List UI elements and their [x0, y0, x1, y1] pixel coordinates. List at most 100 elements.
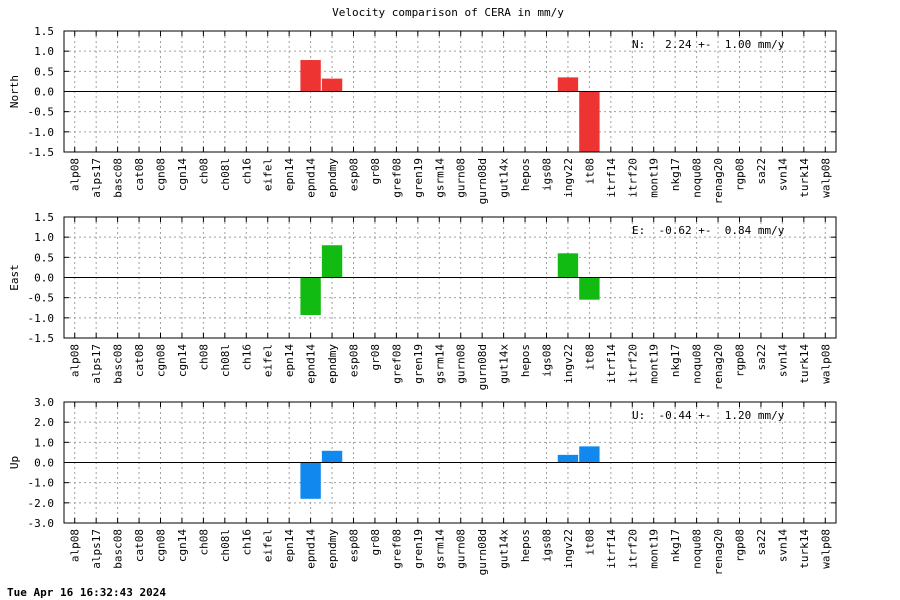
panel-east-xtick-label: turk14: [798, 344, 811, 384]
panel-up-xtick-label: epndmy: [326, 529, 339, 569]
panel-up-xtick-label: turk14: [798, 529, 811, 569]
panel-up-frame: [63, 401, 837, 524]
panel-north-xtick-label: eifel: [262, 158, 275, 191]
panel-up-ytick-label: 3.0: [34, 396, 54, 409]
panel-east-xtick-label: itrf14: [605, 344, 618, 384]
panel-up-xtick-label: igs08: [541, 529, 554, 562]
panel-east-ytick-label: 0.0: [34, 272, 54, 285]
panel-up-xtick-label: alps17: [90, 529, 103, 569]
panel-east-xtick-label: noqu08: [691, 344, 704, 384]
panel-north-xtick-label: gsrm14: [433, 158, 446, 198]
panel-north-xtick-label: alps17: [90, 158, 103, 198]
panel-east-xtick-label: rgp08: [734, 344, 747, 377]
panel-north-xtick-label: gut14x: [498, 158, 511, 198]
panel-up-xtick-label: gren19: [412, 529, 425, 569]
panel-up-bar-it08: [579, 446, 600, 463]
panel-north-xtick-label: cgn08: [155, 158, 168, 191]
panel-up-xtick-label: itrf14: [605, 529, 618, 569]
panel-up-xtick-label: renag20: [712, 529, 725, 575]
panel-east-xtick-label: cgn08: [155, 344, 168, 377]
panel-up-summary: U: -0.44 +- 1.20 mm/y: [632, 409, 785, 422]
panel-north-ytick-label: 0.0: [34, 86, 54, 99]
panel-north-ytick-label: 1.0: [34, 45, 54, 58]
panel-north-xtick-label: hepos: [519, 158, 532, 191]
panel-north-xtick-label: gref08: [390, 158, 403, 198]
panel-east-xtick-label: ch08: [197, 344, 210, 371]
panel-north-ytick-label: -1.5: [28, 146, 55, 159]
panel-up-xtick-label: itrf20: [626, 529, 639, 569]
panel-up-ytick-label: -3.0: [28, 517, 55, 530]
panel-east-xtick-label: itrf20: [626, 344, 639, 384]
panel-up-xtick-label: gr08: [369, 529, 382, 556]
panel-up-ytick-label: 2.0: [34, 416, 54, 429]
panel-east-ytick-label: -0.5: [28, 292, 55, 305]
panel-north-xtick-label: basc08: [112, 158, 125, 198]
panel-north-bar-epndmy: [321, 78, 343, 92]
panel-up-xtick-label: cgn08: [155, 529, 168, 562]
panel-east-summary: E: -0.62 +- 0.84 mm/y: [632, 224, 785, 237]
panel-east-ytick-label: -1.5: [28, 332, 55, 345]
panel-up-ytick-label: -1.0: [28, 477, 55, 490]
panel-up-xtick-label: eifel: [262, 529, 275, 562]
panel-north-xtick-label: gr08: [369, 158, 382, 185]
panel-up-xtick-label: rgp08: [734, 529, 747, 562]
panel-north-xtick-label: gurn08: [455, 158, 468, 198]
panel-north-frame: [63, 30, 837, 153]
panel-east-xtick-label: epnd14: [305, 344, 318, 384]
panel-east-xtick-label: gren19: [412, 344, 425, 384]
panel-north-xtick-label: nkg17: [669, 158, 682, 191]
panel-north-xtick-label: ch08: [197, 158, 210, 185]
panel-east-xtick-label: ch08l: [219, 344, 232, 377]
panel-up-xtick-label: walp08: [819, 529, 832, 569]
panel-east-xtick-label: basc08: [112, 344, 125, 384]
panel-north-ylabel: North: [8, 75, 21, 108]
panel-up-xtick-label: cgn14: [176, 529, 189, 562]
panel-east-xtick-label: ingv22: [562, 344, 575, 384]
panel-north-bar-it08: [579, 91, 600, 152]
panel-north-xtick-label: mont19: [648, 158, 661, 198]
panel-east-xtick-label: igs08: [541, 344, 554, 377]
panel-up-xtick-label: gref08: [390, 529, 403, 569]
chart-title: Velocity comparison of CERA in mm/y: [332, 6, 564, 19]
panel-north-bar-epnd14: [300, 60, 321, 92]
panel-up-xtick-label: esp08: [348, 529, 361, 562]
panel-east-xtick-label: gurn08d: [476, 344, 489, 390]
panel-up-xtick-label: gurn08d: [476, 529, 489, 575]
panel-east-ytick-label: -1.0: [28, 312, 55, 325]
panel-north-xtick-label: gurn08d: [476, 158, 489, 204]
panel-up-xtick-label: noqu08: [691, 529, 704, 569]
panel-north-xtick-label: itrf14: [605, 158, 618, 198]
panel-north-xtick-label: esp08: [348, 158, 361, 191]
panel-up-xtick-label: ch08l: [219, 529, 232, 562]
panel-east-xtick-label: walp08: [819, 344, 832, 384]
panel-east-xtick-label: epndmy: [326, 344, 339, 384]
panel-east-xtick-label: epn14: [283, 344, 296, 377]
panel-north-xtick-label: igs08: [541, 158, 554, 191]
panel-east-xtick-label: it08: [583, 344, 596, 371]
panel-north-xtick-label: alp08: [69, 158, 82, 191]
panel-north-xtick-label: epn14: [283, 158, 296, 191]
panel-up-xtick-label: gsrm14: [433, 529, 446, 569]
panel-up-xtick-label: mont19: [648, 529, 661, 569]
panel-east-xtick-label: cgn14: [176, 344, 189, 377]
panel-east-bar-ingv22: [557, 253, 579, 278]
panel-up-xtick-label: cat08: [133, 529, 146, 562]
panel-east-xtick-label: alps17: [90, 344, 103, 384]
panel-north-xtick-label: cgn14: [176, 158, 189, 191]
panel-north-summary: N: 2.24 +- 1.00 mm/y: [632, 38, 785, 51]
panel-north-xtick-label: ch08l: [219, 158, 232, 191]
panel-north-xtick-label: epnd14: [305, 158, 318, 198]
panel-up-xtick-label: nkg17: [669, 529, 682, 562]
panel-east-xtick-label: mont19: [648, 344, 661, 384]
panel-north-xtick-label: gren19: [412, 158, 425, 198]
panel-north-xtick-label: walp08: [819, 158, 832, 198]
panel-up-ylabel: Up: [8, 456, 21, 469]
panel-north-ytick-label: -0.5: [28, 106, 55, 119]
panel-up-ytick-label: -2.0: [28, 497, 55, 510]
panel-up-xtick-label: gurn08: [455, 529, 468, 569]
panel-north-xtick-label: it08: [583, 158, 596, 185]
panel-east-xtick-label: hepos: [519, 344, 532, 377]
panel-east-ytick-label: 1.5: [34, 211, 54, 224]
panel-north-xtick-label: renag20: [712, 158, 725, 204]
